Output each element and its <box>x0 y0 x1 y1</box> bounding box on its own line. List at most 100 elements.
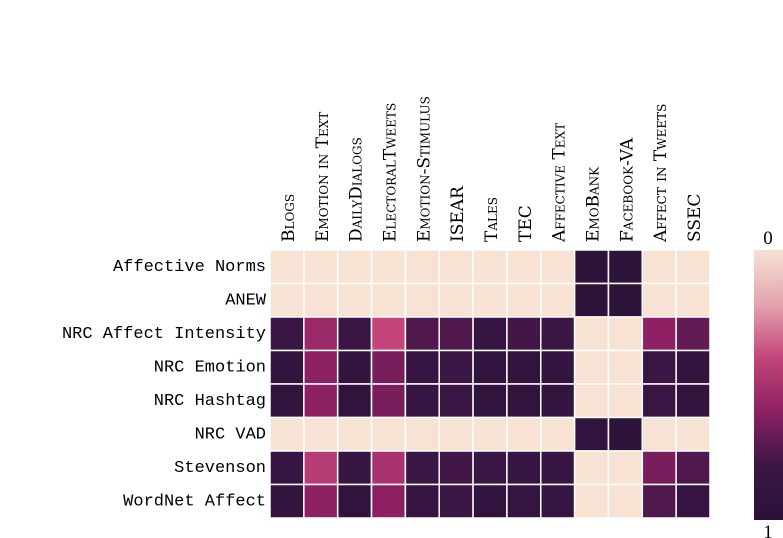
heatmap-cell <box>303 416 339 452</box>
heatmap-cell <box>336 416 373 452</box>
column-label: SSEC <box>685 194 705 242</box>
heatmap-cell <box>370 249 407 285</box>
heatmap-cell <box>269 349 305 385</box>
heatmap-cell <box>573 416 610 452</box>
heatmap-cell <box>573 316 610 352</box>
heatmap-cell <box>404 416 440 452</box>
heatmap-cell <box>573 383 610 419</box>
column-label: TEC <box>516 205 536 242</box>
heatmap-cell <box>370 349 407 385</box>
heatmap-cell <box>269 316 305 352</box>
heatmap-cell <box>438 416 474 452</box>
row-label: NRC VAD <box>195 426 266 445</box>
heatmap-cell <box>438 316 474 352</box>
row-label: Stevenson <box>174 459 266 478</box>
heatmap-cell <box>641 349 677 385</box>
heatmap-cell <box>336 349 373 385</box>
heatmap-cell <box>641 483 677 519</box>
heatmap-cell <box>641 316 677 352</box>
heatmap-cell <box>573 483 610 519</box>
heatmap-cell <box>607 483 644 519</box>
column-label: Emotion in Text <box>313 112 333 242</box>
heatmap-cell <box>641 383 677 419</box>
heatmap-cell <box>607 450 644 486</box>
column-label: Tales <box>482 197 502 242</box>
heatmap-cell <box>573 249 610 285</box>
heatmap-cell <box>303 249 339 285</box>
heatmap-cell <box>573 349 610 385</box>
heatmap-cell <box>404 316 440 352</box>
heatmap-cell <box>506 450 542 486</box>
heatmap-cell <box>269 450 305 486</box>
row-label: NRC Hashtag <box>154 392 266 411</box>
heatmap-cell <box>675 483 711 519</box>
colorbar-tick-label: 0 <box>763 228 773 249</box>
heatmap-cell <box>675 450 711 486</box>
heatmap-cell <box>607 282 644 318</box>
column-label: EmoBank <box>584 166 604 242</box>
heatmap-cell <box>438 249 474 285</box>
heatmap-cell <box>336 450 373 486</box>
column-label: ElectoralTweets <box>380 103 400 242</box>
heatmap-cell <box>540 383 576 419</box>
heatmap-cell <box>607 349 644 385</box>
colorbar <box>754 250 783 520</box>
heatmap-cell <box>506 282 542 318</box>
heatmap-cell <box>540 450 576 486</box>
heatmap-cell <box>540 416 576 452</box>
row-label: ANEW <box>225 292 267 311</box>
heatmap-cell <box>404 249 440 285</box>
column-label: Affective Text <box>550 123 570 243</box>
heatmap-cell <box>641 450 677 486</box>
heatmap-cell <box>607 249 644 285</box>
colorbar-tick-label: 1 <box>763 522 773 538</box>
heatmap-cell <box>641 282 677 318</box>
heatmap-cell <box>641 249 677 285</box>
heatmap-cell <box>472 282 508 318</box>
heatmap-cell <box>303 383 339 419</box>
heatmap-cell <box>269 249 305 285</box>
heatmap-cell <box>540 349 576 385</box>
heatmap-cell <box>506 249 542 285</box>
heatmap-cell <box>269 282 305 318</box>
heatmap-cell <box>675 316 711 352</box>
heatmap-cell <box>472 416 508 452</box>
heatmap-cell <box>506 416 542 452</box>
heatmap-cell <box>472 316 508 352</box>
heatmap-cell <box>404 282 440 318</box>
column-label: Facebook-VA <box>617 137 637 242</box>
heatmap-cell <box>370 483 407 519</box>
row-label: Affective Norms <box>113 258 266 277</box>
heatmap-cell <box>472 483 508 519</box>
heatmap-cell <box>573 450 610 486</box>
heatmap-cell <box>404 483 440 519</box>
heatmap-cell <box>303 483 339 519</box>
heatmap-cell <box>607 416 644 452</box>
column-label: Blogs <box>279 194 299 242</box>
heatmap-cell <box>472 349 508 385</box>
column-label: DailyDialogs <box>347 137 367 242</box>
row-label: NRC Affect Intensity <box>62 325 266 344</box>
heatmap-cell <box>404 349 440 385</box>
heatmap-cell <box>336 383 373 419</box>
heatmap-cell <box>303 450 339 486</box>
heatmap-cell <box>573 282 610 318</box>
heatmap-cell <box>540 483 576 519</box>
heatmap-cell <box>370 282 407 318</box>
heatmap-cell <box>370 316 407 352</box>
heatmap-cell <box>438 349 474 385</box>
heatmap-cell <box>336 249 373 285</box>
heatmap-cell <box>404 383 440 419</box>
heatmap-cell <box>607 383 644 419</box>
heatmap-cell <box>472 450 508 486</box>
heatmap-cell <box>506 316 542 352</box>
heatmap-cell <box>269 383 305 419</box>
row-label: NRC Emotion <box>154 359 266 378</box>
heatmap-cell <box>472 249 508 285</box>
column-label: ISEAR <box>448 185 468 242</box>
heatmap-cell <box>269 483 305 519</box>
column-label: Affect in Tweets <box>651 104 671 243</box>
heatmap-cell <box>506 383 542 419</box>
